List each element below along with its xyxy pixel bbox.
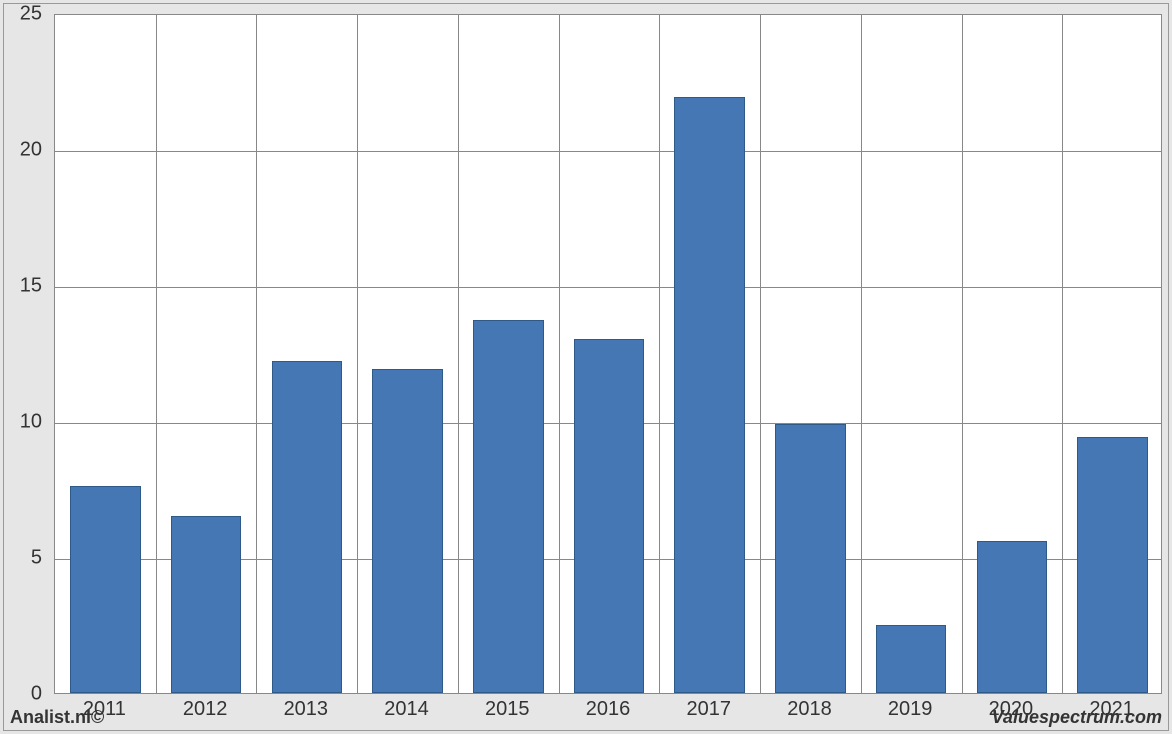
bar-2012 (171, 516, 242, 693)
gridline-horizontal (55, 151, 1161, 152)
bar-2014 (372, 369, 443, 693)
bar-2013 (272, 361, 343, 693)
bar-2017 (674, 97, 745, 693)
chart-frame: 0510152025 20112012201320142015201620172… (3, 3, 1169, 731)
gridline-vertical (962, 15, 963, 693)
x-tick-label: 2017 (686, 698, 731, 721)
gridline-vertical (1062, 15, 1063, 693)
bar-2019 (876, 625, 947, 693)
gridline-vertical (659, 15, 660, 693)
gridline-vertical (156, 15, 157, 693)
y-tick-label: 5 (2, 547, 42, 570)
x-tick-label: 2013 (284, 698, 329, 721)
gridline-vertical (357, 15, 358, 693)
x-tick-label: 2018 (787, 698, 832, 721)
y-tick-label: 25 (2, 3, 42, 26)
bar-2021 (1077, 437, 1148, 693)
y-tick-label: 10 (2, 411, 42, 434)
bar-2011 (70, 486, 141, 693)
gridline-vertical (760, 15, 761, 693)
plot-area (54, 14, 1162, 694)
footer-right-credit: Valuespectrum.com (992, 707, 1162, 728)
y-tick-label: 15 (2, 275, 42, 298)
x-tick-label: 2019 (888, 698, 933, 721)
gridline-vertical (559, 15, 560, 693)
gridline-vertical (256, 15, 257, 693)
gridline-vertical (458, 15, 459, 693)
bar-2018 (775, 424, 846, 693)
gridline-vertical (861, 15, 862, 693)
footer-left-credit: Analist.nl© (10, 707, 104, 728)
x-tick-label: 2015 (485, 698, 530, 721)
y-tick-label: 0 (2, 683, 42, 706)
gridline-horizontal (55, 287, 1161, 288)
bar-2020 (977, 541, 1048, 693)
y-tick-label: 20 (2, 139, 42, 162)
bar-2015 (473, 320, 544, 693)
x-tick-label: 2016 (586, 698, 631, 721)
bar-2016 (574, 339, 645, 693)
x-tick-label: 2014 (384, 698, 429, 721)
x-tick-label: 2012 (183, 698, 228, 721)
